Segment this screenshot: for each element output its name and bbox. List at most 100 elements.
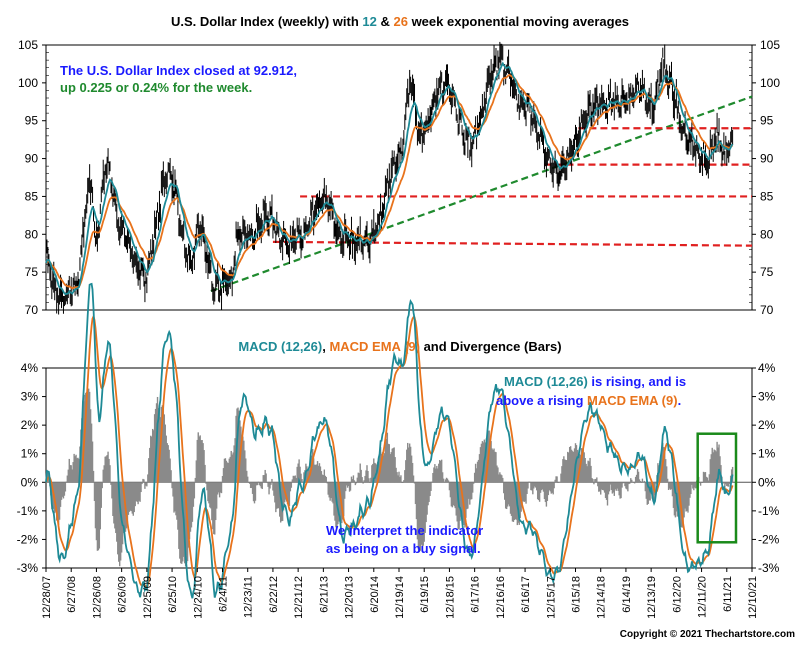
title-and: & — [377, 14, 394, 29]
divergence-bar — [660, 455, 662, 483]
x-tick-label: 6/25/10 — [167, 576, 179, 613]
divergence-bar — [122, 482, 125, 534]
divergence-bar — [299, 466, 301, 483]
divergence-bar — [503, 482, 505, 494]
divergence-bar — [583, 452, 585, 483]
divergence-bar — [395, 467, 397, 483]
divergence-bar — [530, 482, 532, 491]
divergence-bar — [672, 482, 675, 508]
divergence-bar — [138, 482, 140, 501]
divergence-bar — [402, 482, 404, 483]
divergence-bar — [368, 478, 370, 483]
divergence-bar — [506, 482, 509, 507]
macd-title: MACD (12,26), MACD EMA (9) and Divergenc… — [238, 339, 561, 354]
divergence-bar — [167, 445, 169, 483]
divergence-bar — [709, 459, 711, 483]
divergence-bar — [505, 482, 508, 510]
divergence-bar — [617, 482, 619, 491]
signal-note-line2: as being on a buy signal. — [326, 541, 481, 556]
divergence-bar — [318, 463, 321, 483]
divergence-bar — [347, 482, 350, 487]
divergence-bar — [346, 482, 349, 488]
divergence-bar — [271, 478, 273, 483]
divergence-bar — [456, 482, 458, 522]
divergence-bar — [690, 482, 692, 494]
divergence-bar — [118, 482, 120, 562]
divergence-bar — [237, 407, 239, 483]
divergence-bar — [75, 454, 77, 483]
divergence-bar — [215, 482, 217, 521]
divergence-bar — [193, 482, 196, 499]
divergence-bar — [76, 458, 78, 483]
divergence-bar — [334, 482, 336, 521]
divergence-bar — [711, 447, 713, 483]
divergence-bar — [211, 482, 213, 521]
divergence-bar — [320, 471, 323, 483]
divergence-bar — [486, 432, 488, 483]
divergence-bar — [96, 482, 99, 551]
divergence-bar — [401, 482, 403, 483]
divergence-bar — [410, 455, 413, 483]
divergence-bar — [625, 482, 627, 489]
divergence-bar — [343, 482, 345, 517]
macd-tick-label-left: 3% — [21, 390, 39, 404]
divergence-bar — [63, 482, 66, 496]
divergence-bar — [66, 475, 69, 483]
divergence-bar — [255, 482, 258, 486]
divergence-bar — [192, 482, 195, 507]
price-axis-ticks: 70 70 75 75 80 80 85 85 90 90 95 95 100 100 105 105 — [18, 38, 780, 317]
divergence-bar — [436, 465, 438, 483]
close-note-line2: up 0.225 or 0.24% for the week. — [60, 80, 252, 95]
macd-note-line2: above a rising MACD EMA (9). — [496, 393, 681, 408]
divergence-bar — [426, 482, 428, 515]
divergence-bar — [710, 454, 712, 483]
divergence-bar — [495, 452, 497, 483]
divergence-bar — [359, 463, 361, 483]
divergence-bar — [582, 449, 584, 483]
x-tick-label: 6/11/21 — [722, 576, 734, 612]
divergence-bar — [317, 465, 320, 483]
divergence-bar — [540, 482, 543, 491]
divergence-bar — [466, 482, 468, 510]
divergence-bar — [171, 482, 173, 489]
divergence-bar — [509, 482, 512, 514]
divergence-bar — [459, 482, 461, 521]
divergence-bar — [550, 482, 552, 494]
divergence-bar — [508, 482, 511, 507]
divergence-bar — [620, 482, 622, 499]
divergence-bar — [286, 482, 289, 505]
divergence-bar — [73, 453, 75, 483]
divergence-bar — [713, 449, 715, 483]
divergence-bar — [444, 479, 447, 483]
divergence-bar — [571, 451, 574, 483]
divergence-bar — [707, 480, 710, 483]
divergence-bar — [557, 482, 559, 483]
divergence-bar — [618, 482, 620, 496]
divergence-bar — [238, 410, 240, 483]
divergence-bar — [265, 473, 267, 483]
divergence-bar — [242, 436, 244, 483]
divergence-bar — [55, 482, 58, 521]
divergence-bar — [519, 482, 521, 519]
divergence-bar — [300, 473, 302, 483]
divergence-bar — [424, 482, 426, 533]
divergence-bar — [354, 482, 357, 486]
divergence-bar — [683, 482, 685, 518]
price-tick-label-right: 100 — [760, 76, 780, 90]
title-suffix: week exponential moving averages — [408, 14, 629, 29]
macd-tick-label-right: 4% — [758, 361, 776, 375]
divergence-bar — [504, 482, 507, 509]
divergence-bar — [534, 482, 536, 487]
divergence-bar — [110, 482, 112, 485]
title-period-12: 12 — [362, 14, 376, 29]
divergence-bar — [608, 482, 611, 492]
divergence-bar — [400, 475, 402, 483]
divergence-bar — [249, 482, 252, 489]
divergence-bar — [313, 464, 316, 483]
ema-12-line — [45, 61, 734, 296]
divergence-bar — [502, 477, 504, 483]
divergence-bar — [270, 482, 272, 485]
divergence-bar — [712, 452, 714, 483]
divergence-bar — [367, 470, 369, 483]
divergence-bar — [551, 482, 553, 493]
